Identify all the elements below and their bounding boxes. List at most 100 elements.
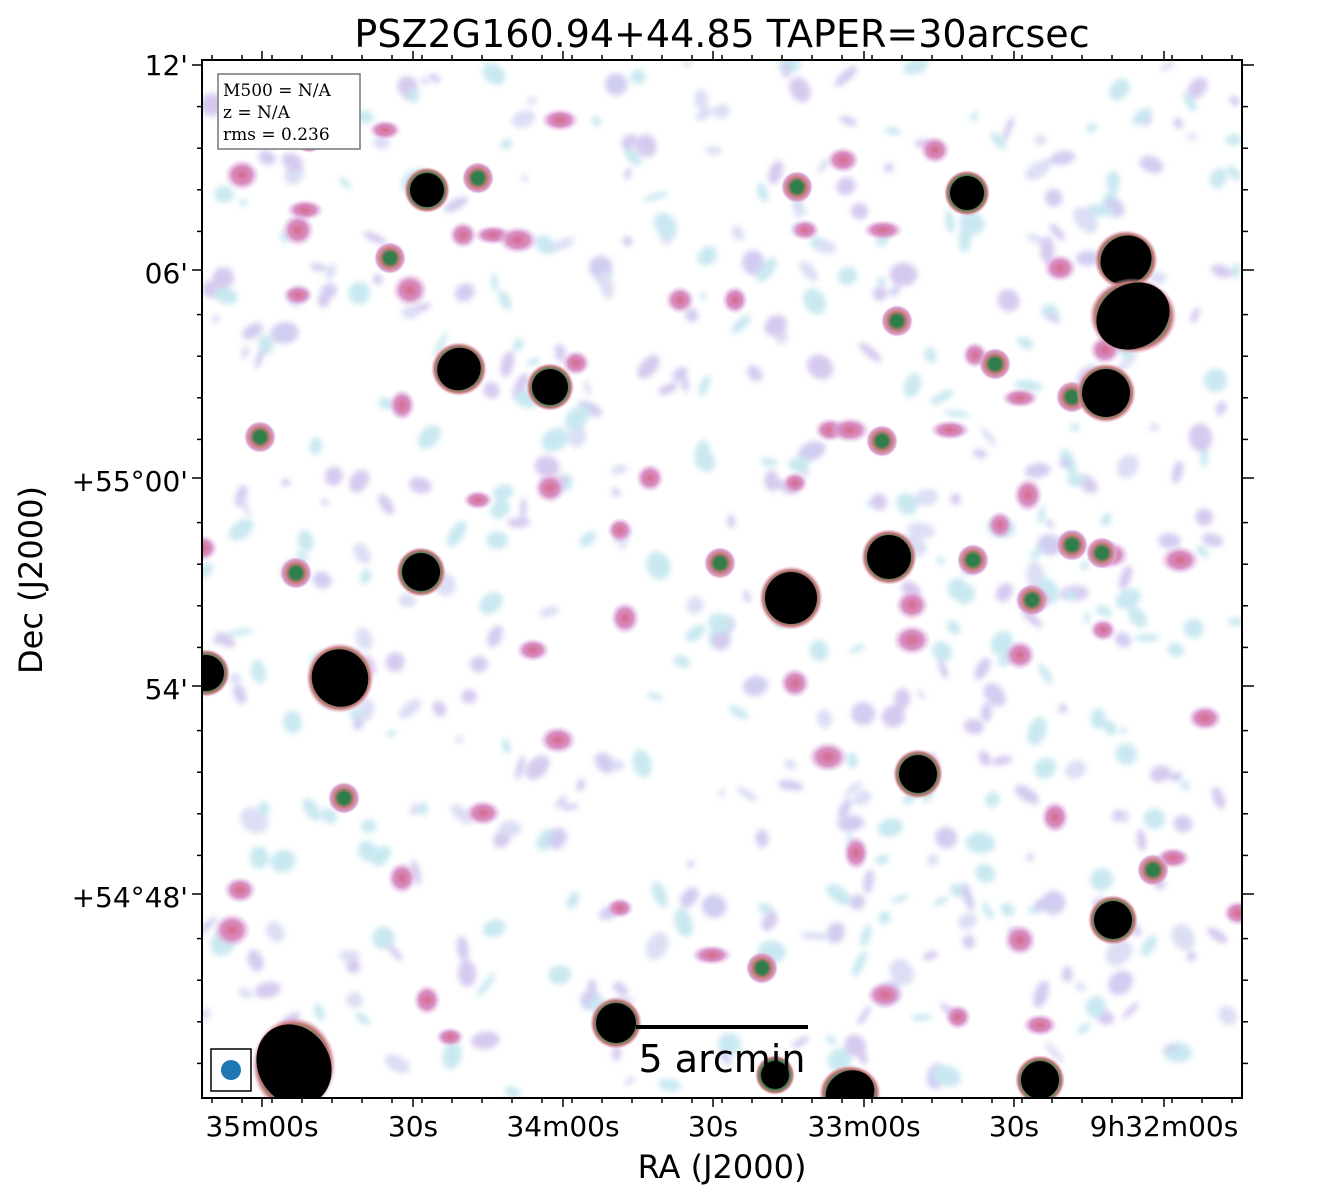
noise-blob bbox=[428, 73, 441, 84]
noise-blob bbox=[1085, 995, 1107, 1018]
weak-source bbox=[979, 348, 1011, 380]
faint-source bbox=[448, 221, 478, 249]
noise-blob bbox=[349, 469, 370, 493]
noise-blob bbox=[784, 758, 796, 770]
noise-blob bbox=[539, 605, 560, 618]
weak-source bbox=[1137, 854, 1169, 886]
noise-blob bbox=[325, 263, 337, 280]
weak-source bbox=[957, 544, 989, 576]
faint-source bbox=[664, 285, 696, 315]
noise-blob bbox=[624, 167, 632, 180]
noise-blob bbox=[1027, 716, 1047, 746]
x-tick-label: 34m00s bbox=[506, 1110, 619, 1143]
noise-blob bbox=[782, 60, 791, 79]
noise-blob bbox=[1025, 160, 1051, 180]
noise-blob bbox=[1169, 771, 1183, 782]
noise-blob bbox=[309, 437, 323, 455]
noise-blob bbox=[1044, 188, 1063, 207]
noise-blob bbox=[731, 314, 751, 334]
noise-blob bbox=[1173, 815, 1193, 833]
noise-blob bbox=[504, 1086, 521, 1098]
noise-blob bbox=[534, 455, 560, 478]
noise-blob bbox=[1200, 447, 1209, 467]
noise-blob bbox=[1109, 78, 1130, 101]
noise-blob bbox=[943, 410, 971, 418]
noise-blob bbox=[843, 781, 863, 797]
weak-source bbox=[1056, 529, 1088, 561]
noise-blob bbox=[477, 973, 496, 997]
noise-blob bbox=[632, 749, 652, 778]
noise-blob bbox=[1132, 107, 1153, 126]
noise-blob bbox=[1225, 133, 1242, 146]
noise-blob bbox=[768, 160, 784, 185]
noise-blob bbox=[1218, 1005, 1238, 1026]
noise-blob bbox=[578, 400, 603, 417]
noise-blob bbox=[922, 950, 939, 961]
noise-blob bbox=[896, 493, 918, 515]
noise-blob bbox=[1000, 902, 1015, 917]
noise-blob bbox=[851, 202, 868, 220]
noise-blob bbox=[387, 944, 403, 962]
noise-blob bbox=[871, 493, 888, 511]
axis-ticks bbox=[192, 51, 1254, 1107]
noise-blob bbox=[970, 110, 979, 123]
noise-blob bbox=[1089, 868, 1114, 891]
noise-blob bbox=[1171, 460, 1184, 484]
noise-blob bbox=[995, 582, 1013, 602]
faint-source bbox=[464, 799, 502, 827]
noise-blob bbox=[1119, 565, 1133, 590]
noise-blob bbox=[611, 1046, 622, 1061]
noise-blob bbox=[760, 457, 778, 467]
faint-source bbox=[1003, 923, 1037, 957]
noise-blob bbox=[972, 449, 988, 459]
faint-source bbox=[412, 984, 442, 1016]
noise-blob bbox=[555, 796, 568, 808]
noise-blob bbox=[932, 1064, 962, 1087]
noise-blob bbox=[975, 863, 996, 883]
faint-source bbox=[282, 284, 314, 306]
noise-blob bbox=[247, 949, 264, 972]
noise-blob bbox=[229, 673, 242, 684]
noise-blob bbox=[1173, 117, 1183, 129]
noise-blob bbox=[1149, 422, 1159, 432]
noise-blob bbox=[809, 639, 829, 662]
noise-blob bbox=[526, 96, 537, 105]
noise-blob bbox=[963, 718, 984, 735]
noise-blob bbox=[1014, 784, 1039, 805]
faint-source bbox=[387, 861, 417, 895]
noise-blob bbox=[1187, 77, 1208, 99]
noise-blob bbox=[621, 133, 638, 150]
weak-source bbox=[746, 952, 778, 984]
noise-blob bbox=[521, 174, 529, 182]
image-data bbox=[202, 60, 1242, 1098]
noise-blob bbox=[525, 755, 550, 780]
noise-blob bbox=[696, 107, 713, 121]
noise-blob bbox=[958, 913, 978, 930]
noise-blob bbox=[501, 738, 511, 755]
weak-source bbox=[866, 425, 898, 457]
bright-source bbox=[825, 1070, 875, 1098]
noise-blob bbox=[348, 281, 371, 305]
noise-blob bbox=[761, 911, 778, 931]
noise-blob bbox=[470, 1031, 500, 1050]
noise-blob bbox=[491, 272, 498, 293]
weak-source bbox=[1016, 584, 1048, 616]
faint-source bbox=[779, 667, 811, 699]
noise-blob bbox=[612, 981, 629, 996]
noise-blob bbox=[680, 371, 689, 393]
bright-sources bbox=[202, 167, 1177, 1098]
noise-blob bbox=[807, 354, 834, 380]
noise-blob bbox=[645, 932, 669, 960]
noise-blob bbox=[1037, 534, 1063, 556]
noise-blob bbox=[232, 684, 247, 704]
faint-source bbox=[561, 349, 591, 377]
noise-blob bbox=[694, 89, 708, 110]
faint-source bbox=[540, 108, 580, 132]
noise-blob bbox=[457, 960, 477, 987]
noise-blob bbox=[1034, 134, 1046, 146]
faint-source bbox=[894, 589, 930, 621]
noise-blob bbox=[214, 286, 238, 305]
faint-source bbox=[691, 944, 733, 966]
x-tick-label: 30s bbox=[688, 1110, 738, 1143]
noise-blob bbox=[442, 1041, 462, 1070]
